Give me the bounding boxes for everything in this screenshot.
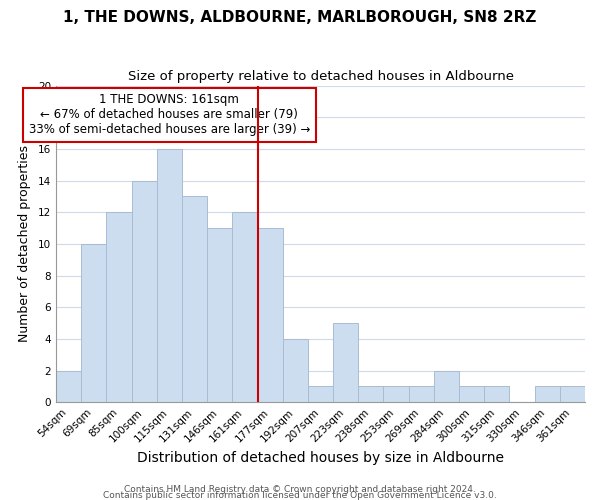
Text: Contains HM Land Registry data © Crown copyright and database right 2024.: Contains HM Land Registry data © Crown c… bbox=[124, 484, 476, 494]
Bar bbox=[257, 228, 283, 402]
Bar bbox=[207, 228, 232, 402]
Bar bbox=[434, 370, 459, 402]
Bar bbox=[560, 386, 585, 402]
Bar bbox=[56, 370, 81, 402]
Bar bbox=[358, 386, 383, 402]
Bar bbox=[459, 386, 484, 402]
X-axis label: Distribution of detached houses by size in Aldbourne: Distribution of detached houses by size … bbox=[137, 451, 504, 465]
Text: Contains public sector information licensed under the Open Government Licence v3: Contains public sector information licen… bbox=[103, 490, 497, 500]
Bar bbox=[283, 339, 308, 402]
Bar bbox=[81, 244, 106, 402]
Bar bbox=[333, 323, 358, 402]
Bar bbox=[383, 386, 409, 402]
Text: 1, THE DOWNS, ALDBOURNE, MARLBOROUGH, SN8 2RZ: 1, THE DOWNS, ALDBOURNE, MARLBOROUGH, SN… bbox=[64, 10, 536, 25]
Bar bbox=[535, 386, 560, 402]
Y-axis label: Number of detached properties: Number of detached properties bbox=[18, 146, 31, 342]
Bar bbox=[182, 196, 207, 402]
Bar bbox=[484, 386, 509, 402]
Bar bbox=[308, 386, 333, 402]
Bar bbox=[131, 180, 157, 402]
Title: Size of property relative to detached houses in Aldbourne: Size of property relative to detached ho… bbox=[128, 70, 514, 83]
Bar bbox=[157, 149, 182, 403]
Text: 1 THE DOWNS: 161sqm
← 67% of detached houses are smaller (79)
33% of semi-detach: 1 THE DOWNS: 161sqm ← 67% of detached ho… bbox=[29, 94, 310, 136]
Bar bbox=[409, 386, 434, 402]
Bar bbox=[232, 212, 257, 402]
Bar bbox=[106, 212, 131, 402]
